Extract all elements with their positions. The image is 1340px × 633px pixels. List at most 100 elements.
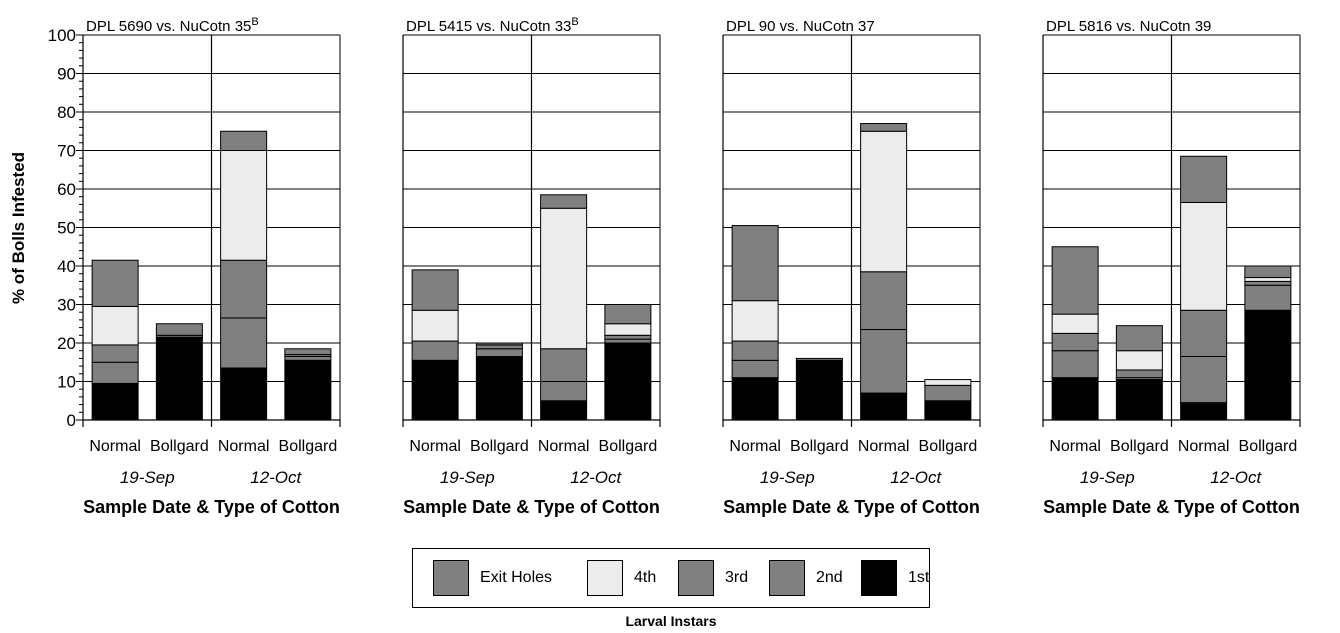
panel-title-bg — [725, 14, 915, 34]
bar-segment-2nd — [91, 361, 139, 384]
bar-segment-3rd — [604, 334, 652, 340]
panel-title-text: DPL 5816 vs. NuCotn 39 — [1046, 18, 1211, 35]
legend: Exit Holes 4th 3rd 2nd 1st — [412, 548, 930, 608]
y-tick-label: 80 — [57, 103, 76, 122]
y-tick-label: 20 — [57, 334, 76, 353]
x-date-label: 19-Sep — [120, 468, 175, 487]
x-axis-title: Sample Date & Type of Cotton — [1043, 497, 1300, 517]
legend-label-3rd: 3rd — [725, 569, 749, 586]
bar-segment-exit-holes — [1051, 246, 1099, 315]
panel-title-text: DPL 5415 vs. NuCotn 33 — [406, 18, 571, 35]
bar-segment-exit-holes — [91, 259, 139, 307]
bar-segment-1st — [411, 359, 459, 421]
y-axis-title: % of Bolls Infested — [9, 152, 28, 304]
bar-segment-2nd — [540, 381, 588, 402]
panel-title: DPL 90 vs. NuCotn 37 — [726, 18, 875, 35]
x-date-label: 19-Sep — [760, 468, 815, 487]
y-tick-label: 60 — [57, 180, 76, 199]
x-date-label: 12-Oct — [1210, 468, 1262, 487]
bar-segment-2nd — [1244, 284, 1292, 311]
panel-title-bg — [1045, 14, 1235, 34]
bar-segment-exit-holes — [284, 348, 332, 356]
y-tick-label: 0 — [67, 411, 76, 430]
bar-segment-4th — [604, 323, 652, 336]
bar-segment-2nd — [860, 329, 908, 394]
x-category-label: Bollgard — [150, 438, 209, 455]
panel-3: DPL 90 vs. NuCotn 37 Normal Bollgard Normal… — [722, 14, 981, 517]
x-category-label: Bollgard — [919, 438, 978, 455]
bar-segment-2nd — [604, 338, 652, 344]
x-axis-title: Sample Date & Type of Cotton — [723, 497, 980, 517]
x-category-label: Bollgard — [790, 438, 849, 455]
x-category-label: Bollgard — [279, 438, 338, 455]
panel-title-superscript: B — [571, 16, 578, 28]
y-tick-label: 70 — [57, 142, 76, 161]
bar-segment-exit-holes — [220, 130, 268, 151]
x-date-label: 19-Sep — [440, 468, 495, 487]
bar-segment-exit-holes — [540, 194, 588, 209]
legend-swatch-4th — [587, 560, 623, 596]
x-category-label: Bollgard — [599, 438, 658, 455]
x-category-label: Normal — [89, 438, 141, 455]
bar-segment-3rd — [220, 259, 268, 319]
bar-segment-1st — [860, 392, 908, 421]
y-tick-label: 100 — [48, 26, 76, 45]
panel-1: DPL 5690 vs. NuCotn 35B Normal Bollgard Nor… — [76, 14, 341, 517]
y-tick-label: 90 — [57, 65, 76, 84]
legend-swatch-exit-holes — [433, 560, 469, 596]
panel-title-bg — [405, 14, 595, 34]
bar-segment-1st — [1244, 309, 1292, 421]
legend-label-exit-holes: Exit Holes — [480, 569, 553, 586]
bar-segment-4th — [1051, 313, 1099, 334]
bar-segment-1st — [1115, 379, 1163, 421]
bar-segment-exit-holes — [604, 304, 652, 325]
x-date-label: 19-Sep — [1080, 468, 1135, 487]
bar-segment-1st — [924, 400, 972, 421]
bar-segment-4th — [860, 130, 908, 273]
bar-segment-exit-holes — [1244, 265, 1292, 279]
bar-segment-4th — [411, 309, 459, 342]
bar-segment-4th — [924, 379, 972, 386]
bar-segment-4th — [1180, 201, 1228, 311]
legend-swatch-2nd — [769, 560, 805, 596]
x-category-label: Bollgard — [470, 438, 529, 455]
x-category-label: Normal — [538, 438, 590, 455]
bar-segment-3rd — [1180, 309, 1228, 357]
panel-4: DPL 5816 vs. NuCotn 39 Normal Bollgard Norm… — [1042, 14, 1301, 517]
bar-segment-1st — [731, 377, 779, 421]
y-tick-label: 50 — [57, 219, 76, 238]
bar-segment-exit-holes — [411, 269, 459, 311]
bar-segment-exit-holes — [1115, 325, 1163, 352]
bar-segment-2nd — [284, 355, 332, 361]
bar-segment-1st — [795, 359, 843, 421]
bar-segment-1st — [91, 382, 139, 421]
legend-title: Larval Instars — [625, 613, 717, 629]
bar-segment-3rd — [540, 348, 588, 382]
bar-segment-exit-holes — [475, 342, 523, 346]
panel-title-bg — [85, 14, 275, 34]
panel-title: DPL 5816 vs. NuCotn 39 — [1046, 18, 1211, 35]
bar-segment-1st — [1051, 377, 1099, 421]
bar-segment-2nd — [220, 317, 268, 369]
bar-segment-exit-holes — [155, 323, 203, 336]
bar-segment-2nd — [731, 359, 779, 379]
bar-segment-3rd — [411, 340, 459, 361]
bar-segment-1st — [475, 355, 523, 421]
bar-segment-exit-holes — [1180, 155, 1228, 203]
x-category-label: Normal — [409, 438, 461, 455]
bar-segment-2nd — [1051, 350, 1099, 379]
bar-segment-2nd — [475, 348, 523, 357]
legend-swatch-1st — [861, 560, 897, 596]
x-category-label: Bollgard — [1110, 438, 1169, 455]
y-tick-label: 40 — [57, 257, 76, 276]
bar-segment-3rd — [91, 344, 139, 363]
bar-segment-4th — [731, 300, 779, 342]
panel-title-text: DPL 90 vs. NuCotn 37 — [726, 18, 875, 35]
legend-label-4th: 4th — [634, 569, 657, 586]
y-tick-label: 30 — [57, 296, 76, 315]
legend-swatch-3rd — [678, 560, 714, 596]
bar-segment-3rd — [1244, 280, 1292, 286]
y-tick-label: 10 — [57, 373, 76, 392]
bar-segment-3rd — [1115, 369, 1163, 379]
